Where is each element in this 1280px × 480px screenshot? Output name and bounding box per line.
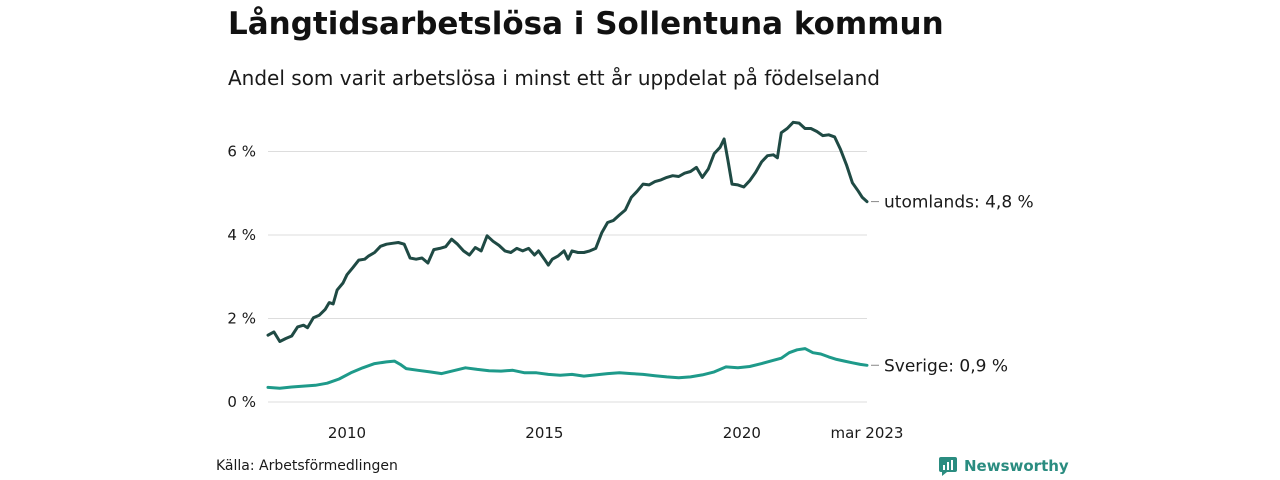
brand-logo: Newsworthy: [938, 456, 1069, 476]
y-tick-label: 4 %: [227, 226, 256, 244]
chart-subtitle: Andel som varit arbetslösa i minst ett å…: [228, 66, 880, 90]
x-tick-label: 2020: [723, 424, 761, 442]
series-end-label-sweden: Sverige: 0,9 %: [884, 356, 1008, 376]
source-note: Källa: Arbetsförmedlingen: [216, 458, 398, 474]
x-tick-label: mar 2023: [831, 424, 904, 442]
y-tick-label: 0 %: [227, 393, 256, 411]
x-axis-labels: 2010 2015 2020 mar 2023: [328, 424, 904, 442]
gridlines: [268, 151, 867, 403]
y-tick-label: 6 %: [227, 143, 256, 161]
series-line-foreign: [266, 120, 869, 343]
series-end-label-foreign: utomlands: 4,8 %: [884, 193, 1034, 213]
series-line-sweden: [266, 347, 869, 390]
y-tick-label: 2 %: [227, 310, 256, 328]
x-tick-label: 2010: [328, 424, 366, 442]
brand-name: Newsworthy: [964, 457, 1069, 475]
series-lines: [266, 120, 869, 390]
newsworthy-icon: [939, 457, 957, 476]
series-end-labels: utomlands: 4,8 % Sverige: 0,9 %: [871, 193, 1034, 376]
x-tick-label: 2015: [525, 424, 563, 442]
chart-title: Långtidsarbetslösa i Sollentuna kommun: [228, 6, 944, 42]
y-axis-labels: 0 % 2 % 4 % 6 %: [227, 143, 256, 412]
